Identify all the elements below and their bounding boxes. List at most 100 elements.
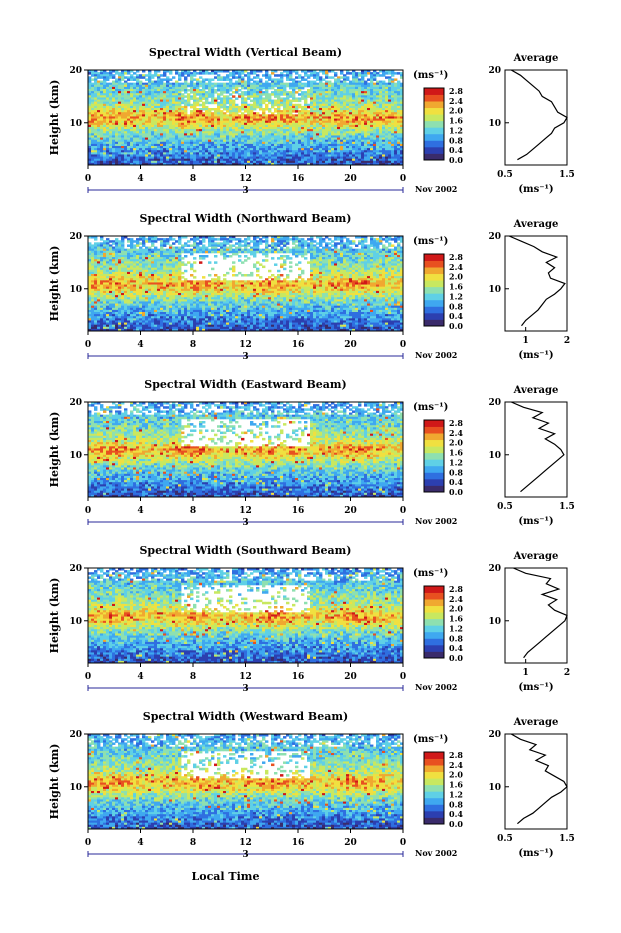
heatmap-cell [271, 106, 274, 109]
heatmap-cell [295, 87, 298, 90]
panel-1: Spectral Width (Northward Beam)1020Heigh… [48, 212, 570, 362]
heatmap-cell [88, 72, 91, 75]
heatmap-cell [298, 106, 301, 109]
heatmap-cell [196, 72, 199, 75]
heatmap-cell [316, 78, 319, 81]
heatmap-cell [268, 87, 271, 90]
heatmap-cell [391, 244, 394, 247]
colorbar-tick-label: 2.0 [449, 106, 463, 116]
heatmap-cell [283, 244, 286, 247]
heatmap-cell [187, 85, 190, 88]
heatmap-cell [277, 74, 280, 77]
heatmap-cell [214, 91, 217, 94]
y-tick-label: 10 [69, 119, 82, 129]
heatmap-cell [223, 78, 226, 81]
heatmap-cell [295, 91, 298, 94]
heatmap-cell [133, 240, 136, 243]
heatmap-cell [166, 242, 169, 245]
heatmap-cell [211, 72, 214, 75]
heatmap-cell [157, 238, 160, 241]
heatmap-cell [184, 244, 187, 247]
heatmap-cell [268, 244, 271, 247]
heatmap-cell [145, 78, 148, 81]
colorbar-units: (ms⁻¹) [413, 70, 448, 81]
heatmap-cell [301, 78, 304, 81]
heatmap-cell [334, 238, 337, 241]
colorbar-swatch [424, 134, 444, 141]
heatmap-cell [328, 238, 331, 241]
heatmap-cell [220, 106, 223, 109]
heatmap-cell [280, 104, 283, 107]
heatmap-cell [169, 72, 172, 75]
heatmap-cell [301, 97, 304, 100]
heatmap-cell [394, 72, 397, 75]
heatmap-cell [199, 104, 202, 107]
heatmap-cell [385, 240, 388, 243]
colorbar-swatch [424, 108, 444, 115]
heatmap-cell [226, 110, 229, 113]
heatmap-cell [265, 76, 268, 79]
profile-x-label: (ms⁻¹) [518, 184, 553, 195]
colorbar-swatch [424, 127, 444, 134]
heatmap-cell [304, 244, 307, 247]
heatmap-cell [202, 251, 205, 254]
colorbar-swatch [424, 101, 444, 108]
heatmap-cell [187, 244, 190, 247]
heatmap-cell [328, 242, 331, 245]
heatmap-cell [202, 108, 205, 111]
heatmap-cell [208, 102, 211, 105]
heatmap-cell [199, 76, 202, 79]
heatmap-cell [211, 251, 214, 254]
heatmap-cell [190, 97, 193, 100]
heatmap-cell [112, 242, 115, 245]
heatmap-cell [229, 240, 232, 243]
heatmap-cell [160, 74, 163, 77]
colorbar-tick-label: 1.2 [449, 125, 463, 135]
heatmap-cell [364, 240, 367, 243]
profile-line [511, 70, 567, 160]
colorbar-swatch [424, 147, 444, 154]
heatmap-cell [250, 72, 253, 75]
heatmap-cell [175, 240, 178, 243]
heatmap-cell [358, 242, 361, 245]
profile-title: Average [513, 53, 559, 64]
heatmap-cell [211, 108, 214, 111]
heatmap-cell [373, 78, 376, 81]
heatmap-cell [391, 74, 394, 77]
x-tick-label: 8 [190, 174, 196, 184]
heatmap-cell [397, 238, 400, 241]
heatmap-cell [304, 74, 307, 77]
heatmap-cell [181, 74, 184, 77]
heatmap-cell [274, 85, 277, 88]
heatmap-cell [250, 100, 253, 103]
heatmap-cell [184, 72, 187, 75]
heatmap-cells [88, 70, 403, 165]
heatmap-cell [295, 110, 298, 113]
heatmap-cell [388, 72, 391, 75]
heatmap-cell [322, 240, 325, 243]
heatmap-cell [211, 102, 214, 105]
heatmap-cell [382, 74, 385, 77]
date-marker: 3 [242, 186, 248, 196]
heatmap-cell [115, 72, 118, 75]
heatmap-cell [388, 244, 391, 247]
heatmap-cell [271, 87, 274, 90]
heatmap-cell [367, 78, 370, 81]
heatmap-cell [379, 242, 382, 245]
heatmap-cell [241, 240, 244, 243]
heatmap-cell [268, 110, 271, 113]
heatmap-cell [133, 78, 136, 81]
heatmap-cell [199, 100, 202, 103]
heatmap-cell [244, 87, 247, 90]
heatmap-cell [163, 244, 166, 247]
heatmap-cell [337, 242, 340, 245]
heatmap-cell [367, 72, 370, 75]
colorbar-tick-label: 2.8 [449, 86, 463, 96]
heatmap-cell [193, 78, 196, 81]
heatmap-cell [232, 91, 235, 94]
heatmap-cell [187, 89, 190, 92]
heatmap-cell [244, 110, 247, 113]
heatmap-cell [370, 244, 373, 247]
heatmap-cell [172, 238, 175, 241]
